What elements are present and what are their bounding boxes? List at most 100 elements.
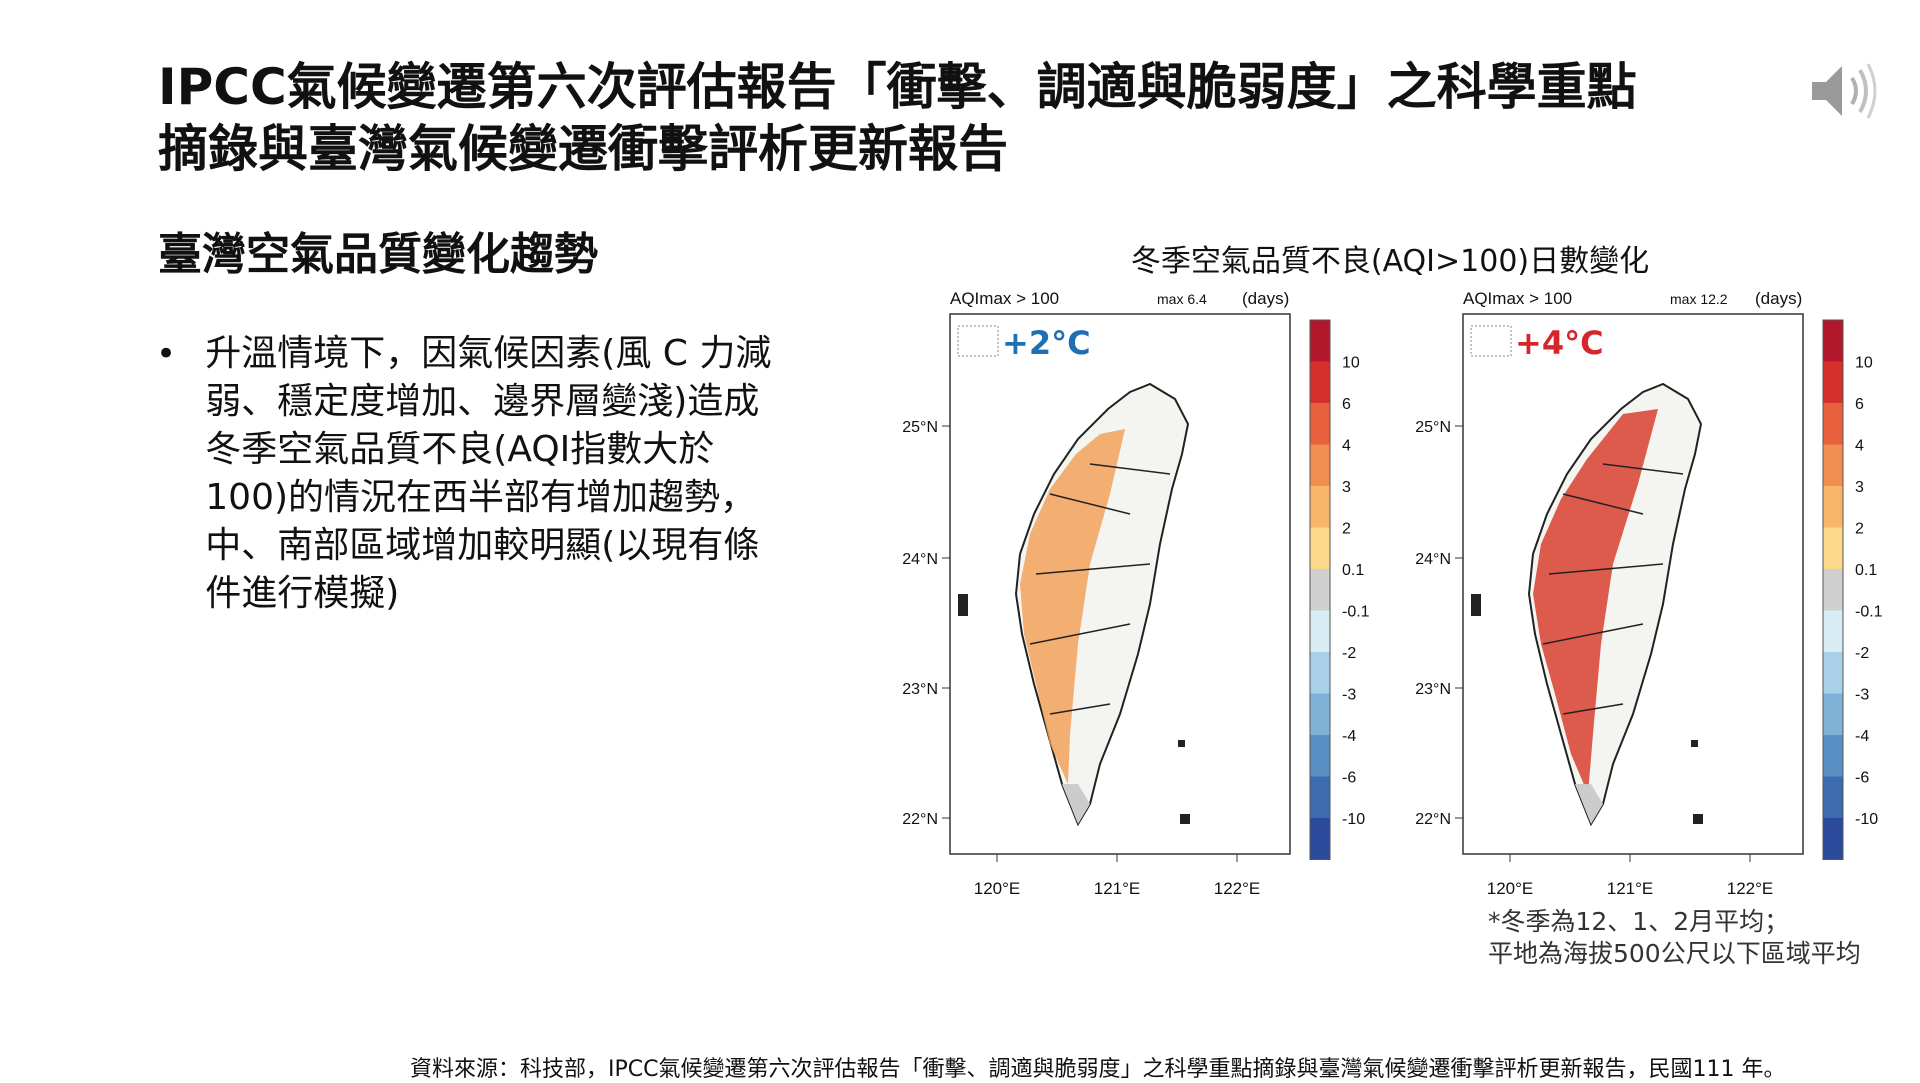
colorbar-segment: [1823, 486, 1843, 528]
figure-title: 冬季空氣品質不良(AQI>100)日數變化: [1130, 244, 1650, 279]
lon-label: 120°E: [974, 879, 1021, 898]
lat-label: 23°N: [902, 681, 938, 698]
speaker-icon[interactable]: [1808, 56, 1878, 126]
colorbar-segment: [1310, 776, 1330, 818]
colorbar-label: -4: [1855, 728, 1869, 745]
colorbar-segment: [1310, 693, 1330, 735]
colorbar-label: 10: [1342, 355, 1360, 372]
colorbar-segment: [1823, 818, 1843, 860]
colorbar-label: 3: [1342, 479, 1351, 496]
colorbar-label: 2: [1855, 521, 1864, 538]
colorbar-segment: [1310, 403, 1330, 445]
bullet-line: 升溫情境下，因氣候因素(風 C 力減: [205, 333, 772, 374]
map-panel: AQImax > 100 max 12.2 (days)+4°C25°N24°N23…: [1415, 289, 1882, 898]
lon-label: 122°E: [1214, 879, 1261, 898]
county-borders: [1542, 463, 1684, 715]
bullet-line: 中、南部區域增加較明顯(以現有條: [205, 525, 760, 566]
lat-label: 22°N: [902, 811, 938, 828]
colorbar-segment: [1823, 527, 1843, 569]
panel-header-max: max 12.2: [1670, 291, 1728, 307]
note-line: *冬季為12、1、2月平均；: [1488, 907, 1790, 936]
orchid-island: [1180, 814, 1190, 824]
colorbar-segment: [1823, 735, 1843, 777]
panel-header-left: AQImax > 100: [950, 289, 1059, 308]
lon-label: 122°E: [1727, 879, 1774, 898]
colorbar-segment: [1823, 610, 1843, 652]
panel-header-max: max 6.4: [1157, 291, 1207, 307]
panel-header-units: (days): [1755, 289, 1802, 308]
colorbar-label: 4: [1855, 438, 1864, 455]
panel-header-left: AQImax > 100: [1463, 289, 1572, 308]
penghu-island: [1471, 594, 1481, 616]
colorbar-label: 0.1: [1855, 562, 1877, 579]
colorbar-segment: [1310, 486, 1330, 528]
colorbar-segment: [1823, 403, 1843, 445]
taiwan-map: [1470, 325, 1703, 827]
bullet-line: 冬季空氣品質不良(AQI指數大於: [205, 429, 715, 470]
colorbar-label: -10: [1855, 811, 1878, 828]
colorbar-label: -0.1: [1342, 604, 1370, 621]
colorbar-frame: [1822, 319, 1844, 860]
colorbar-segment: [1310, 652, 1330, 694]
colorbar-segment: [1823, 569, 1843, 611]
lat-label: 25°N: [902, 419, 938, 436]
slide-title-line2: 摘錄與臺灣氣候變遷衝擊評析更新報告: [158, 120, 1008, 178]
scenario-label: +2°C: [1002, 324, 1091, 362]
bullet-dot: •: [156, 334, 177, 374]
colorbar-label: -3: [1855, 687, 1869, 704]
colorbar-label: -2: [1855, 645, 1869, 662]
colorbar-label: -4: [1342, 728, 1356, 745]
mainland-coast: [1470, 325, 1512, 357]
mainland-coast: [957, 325, 999, 357]
aqi-increase-area: [1533, 409, 1658, 794]
colorbar-segment: [1823, 693, 1843, 735]
county-borders: [1029, 463, 1171, 715]
lat-label: 22°N: [1415, 811, 1451, 828]
section-subtitle: 臺灣空氣品質變化趨勢: [158, 229, 598, 280]
bullet-line: 100)的情況在西半部有增加趨勢，: [205, 477, 757, 518]
colorbar-segment: [1823, 444, 1843, 486]
colorbar-label: 4: [1342, 438, 1351, 455]
lat-label: 25°N: [1415, 419, 1451, 436]
colorbar-label: 6: [1855, 396, 1864, 413]
lon-label: 120°E: [1487, 879, 1534, 898]
figure-note: *冬季為12、1、2月平均； 平地為海拔500公尺以下區域平均: [1488, 906, 1861, 970]
colorbar-segment: [1823, 361, 1843, 403]
colorbar-label: 2: [1342, 521, 1351, 538]
colorbar-label: -3: [1342, 687, 1356, 704]
map-panel: AQImax > 100 max 6.4 (days) +2°C 25°N 24°N 23°…: [902, 289, 1369, 898]
colorbar-segment: [1823, 776, 1843, 818]
aqi-increase-area: [1020, 429, 1125, 784]
colorbar-segment: [1310, 361, 1330, 403]
colorbar-label: -10: [1342, 811, 1365, 828]
colorbar-segment: [1823, 320, 1843, 362]
green-island: [1691, 740, 1698, 747]
colorbar-segment: [1310, 735, 1330, 777]
lon-label: 121°E: [1607, 879, 1654, 898]
green-island: [1178, 740, 1185, 747]
colorbar-segment: [1310, 527, 1330, 569]
lat-label: 23°N: [1415, 681, 1451, 698]
scenario-label: +4°C: [1515, 324, 1604, 362]
colorbar-label: -2: [1342, 645, 1356, 662]
slide-title: IPCC氣候變遷第六次評估報告「衝擊、調適與脆弱度」之科學重點 摘錄與臺灣氣候變…: [158, 56, 1758, 180]
taiwan-map: [957, 325, 1190, 827]
bullet-line: 弱、穩定度增加、邊界層變淺)造成: [205, 381, 760, 422]
aqi-neutral-area: [1062, 784, 1090, 824]
colorbar-label: -0.1: [1855, 604, 1883, 621]
aqi-neutral-area: [1575, 784, 1603, 824]
colorbar-label: 3: [1855, 479, 1864, 496]
colorbar-label: 10: [1855, 355, 1873, 372]
slide-title-line1: IPCC氣候變遷第六次評估報告「衝擊、調適與脆弱度」之科學重點: [158, 58, 1637, 116]
colorbar-segment: [1310, 818, 1330, 860]
colorbar-segment: [1310, 610, 1330, 652]
penghu-island: [958, 594, 968, 616]
bullet-text: 升溫情境下，因氣候因素(風 C 力減 弱、穩定度增加、邊界層變淺)造成 冬季空氣…: [205, 330, 836, 618]
colorbar-segment: [1823, 652, 1843, 694]
lon-label: 121°E: [1094, 879, 1141, 898]
colorbar-frame: [1309, 319, 1331, 860]
lat-label: 24°N: [902, 551, 938, 568]
bullet-list: • 升溫情境下，因氣候因素(風 C 力減 弱、穩定度增加、邊界層變淺)造成 冬季…: [156, 330, 836, 618]
colorbar-label: 0.1: [1342, 562, 1364, 579]
